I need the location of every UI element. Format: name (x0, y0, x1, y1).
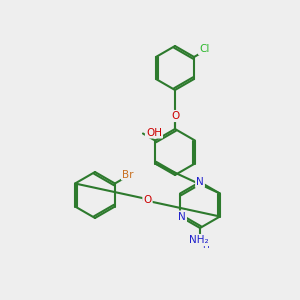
Text: N: N (178, 212, 186, 221)
Text: OH: OH (146, 128, 162, 137)
Text: H: H (202, 242, 209, 250)
Text: Br: Br (122, 169, 134, 179)
Text: O: O (171, 111, 179, 121)
Text: Cl: Cl (199, 44, 209, 54)
Text: O: O (143, 195, 152, 205)
Text: N: N (196, 177, 204, 187)
Text: NH₂: NH₂ (189, 235, 209, 245)
